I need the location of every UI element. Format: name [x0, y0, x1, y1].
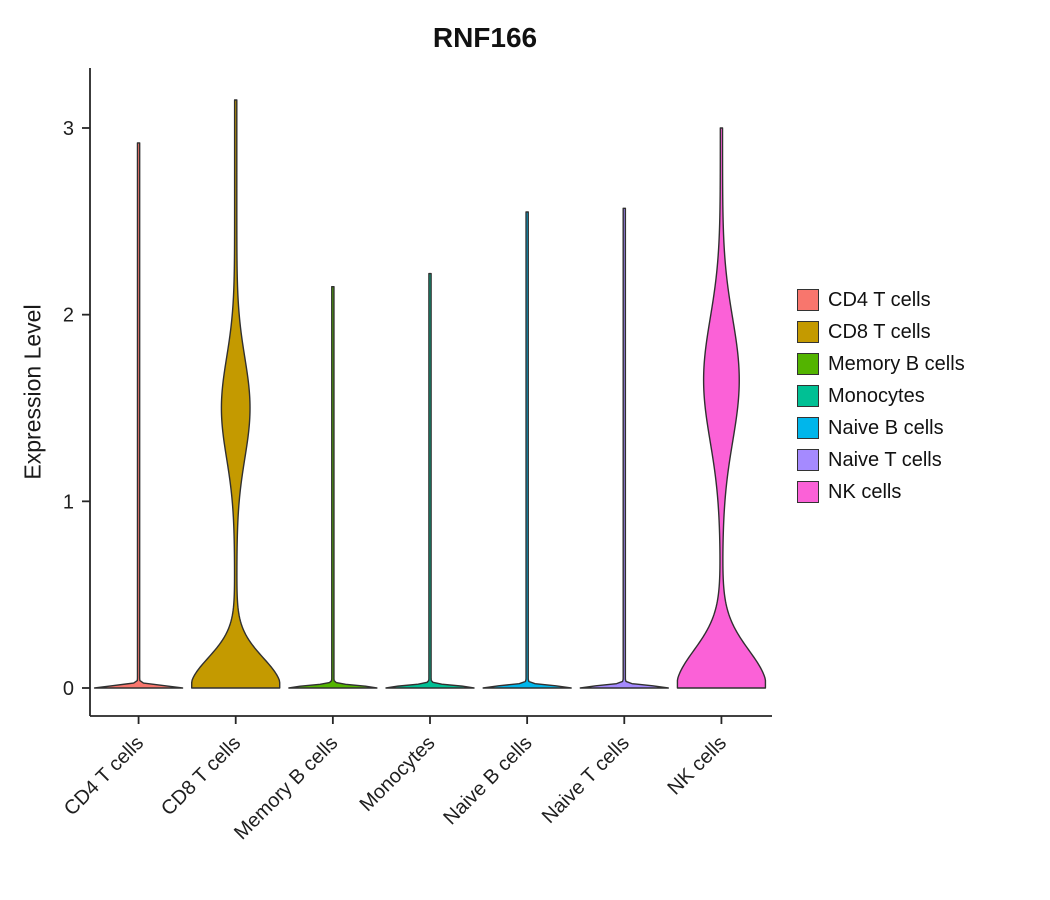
legend-key-swatch: [797, 289, 819, 311]
x-tick-label: Naive B cells: [439, 732, 536, 829]
x-tick-label: Naive T cells: [538, 732, 634, 828]
legend-label: Memory B cells: [828, 352, 965, 375]
legend-label: Naive T cells: [828, 448, 942, 471]
violin-cd4-t-cells: [93, 142, 184, 689]
legend-key-swatch: [797, 385, 819, 407]
y-tick-label: 3: [63, 118, 74, 140]
legend-label: Monocytes: [828, 384, 925, 407]
legend-key-swatch: [797, 481, 819, 503]
legend-item: NK cells: [797, 476, 965, 508]
violin-memory-b-cells: [288, 285, 378, 689]
legend-item: Naive B cells: [797, 412, 965, 444]
violin-naive-b-cells: [482, 211, 572, 689]
y-tick-label: 1: [63, 491, 74, 513]
x-tick-label: Monocytes: [356, 732, 440, 816]
legend-label: Naive B cells: [828, 416, 944, 439]
x-tick-label: CD4 T cells: [60, 732, 148, 820]
violin-nk-cells: [676, 127, 767, 689]
legend-label: CD4 T cells: [828, 288, 931, 311]
x-tick-label: NK cells: [664, 732, 731, 799]
legend-item: Monocytes: [797, 380, 965, 412]
x-tick-label: Memory B cells: [230, 732, 342, 844]
legend-key-swatch: [797, 417, 819, 439]
violin-monocytes: [385, 272, 475, 689]
legend-item: CD4 T cells: [797, 284, 965, 316]
violin-cd8-t-cells: [191, 99, 281, 689]
legend-item: Memory B cells: [797, 348, 965, 380]
legend-key-swatch: [797, 449, 819, 471]
x-tick-label: CD8 T cells: [157, 732, 245, 820]
legend-item: CD8 T cells: [797, 316, 965, 348]
legend-key-swatch: [797, 353, 819, 375]
y-tick-label: 2: [63, 305, 74, 327]
legend-label: CD8 T cells: [828, 320, 931, 343]
y-tick-label: 0: [63, 678, 74, 700]
legend: CD4 T cells CD8 T cells Memory B cells Mono…: [797, 284, 965, 508]
legend-key-swatch: [797, 321, 819, 343]
chart-title: RNF166: [432, 22, 538, 53]
violin-naive-t-cells: [579, 207, 669, 689]
legend-item: Naive T cells: [797, 444, 965, 476]
legend-label: NK cells: [828, 480, 902, 503]
